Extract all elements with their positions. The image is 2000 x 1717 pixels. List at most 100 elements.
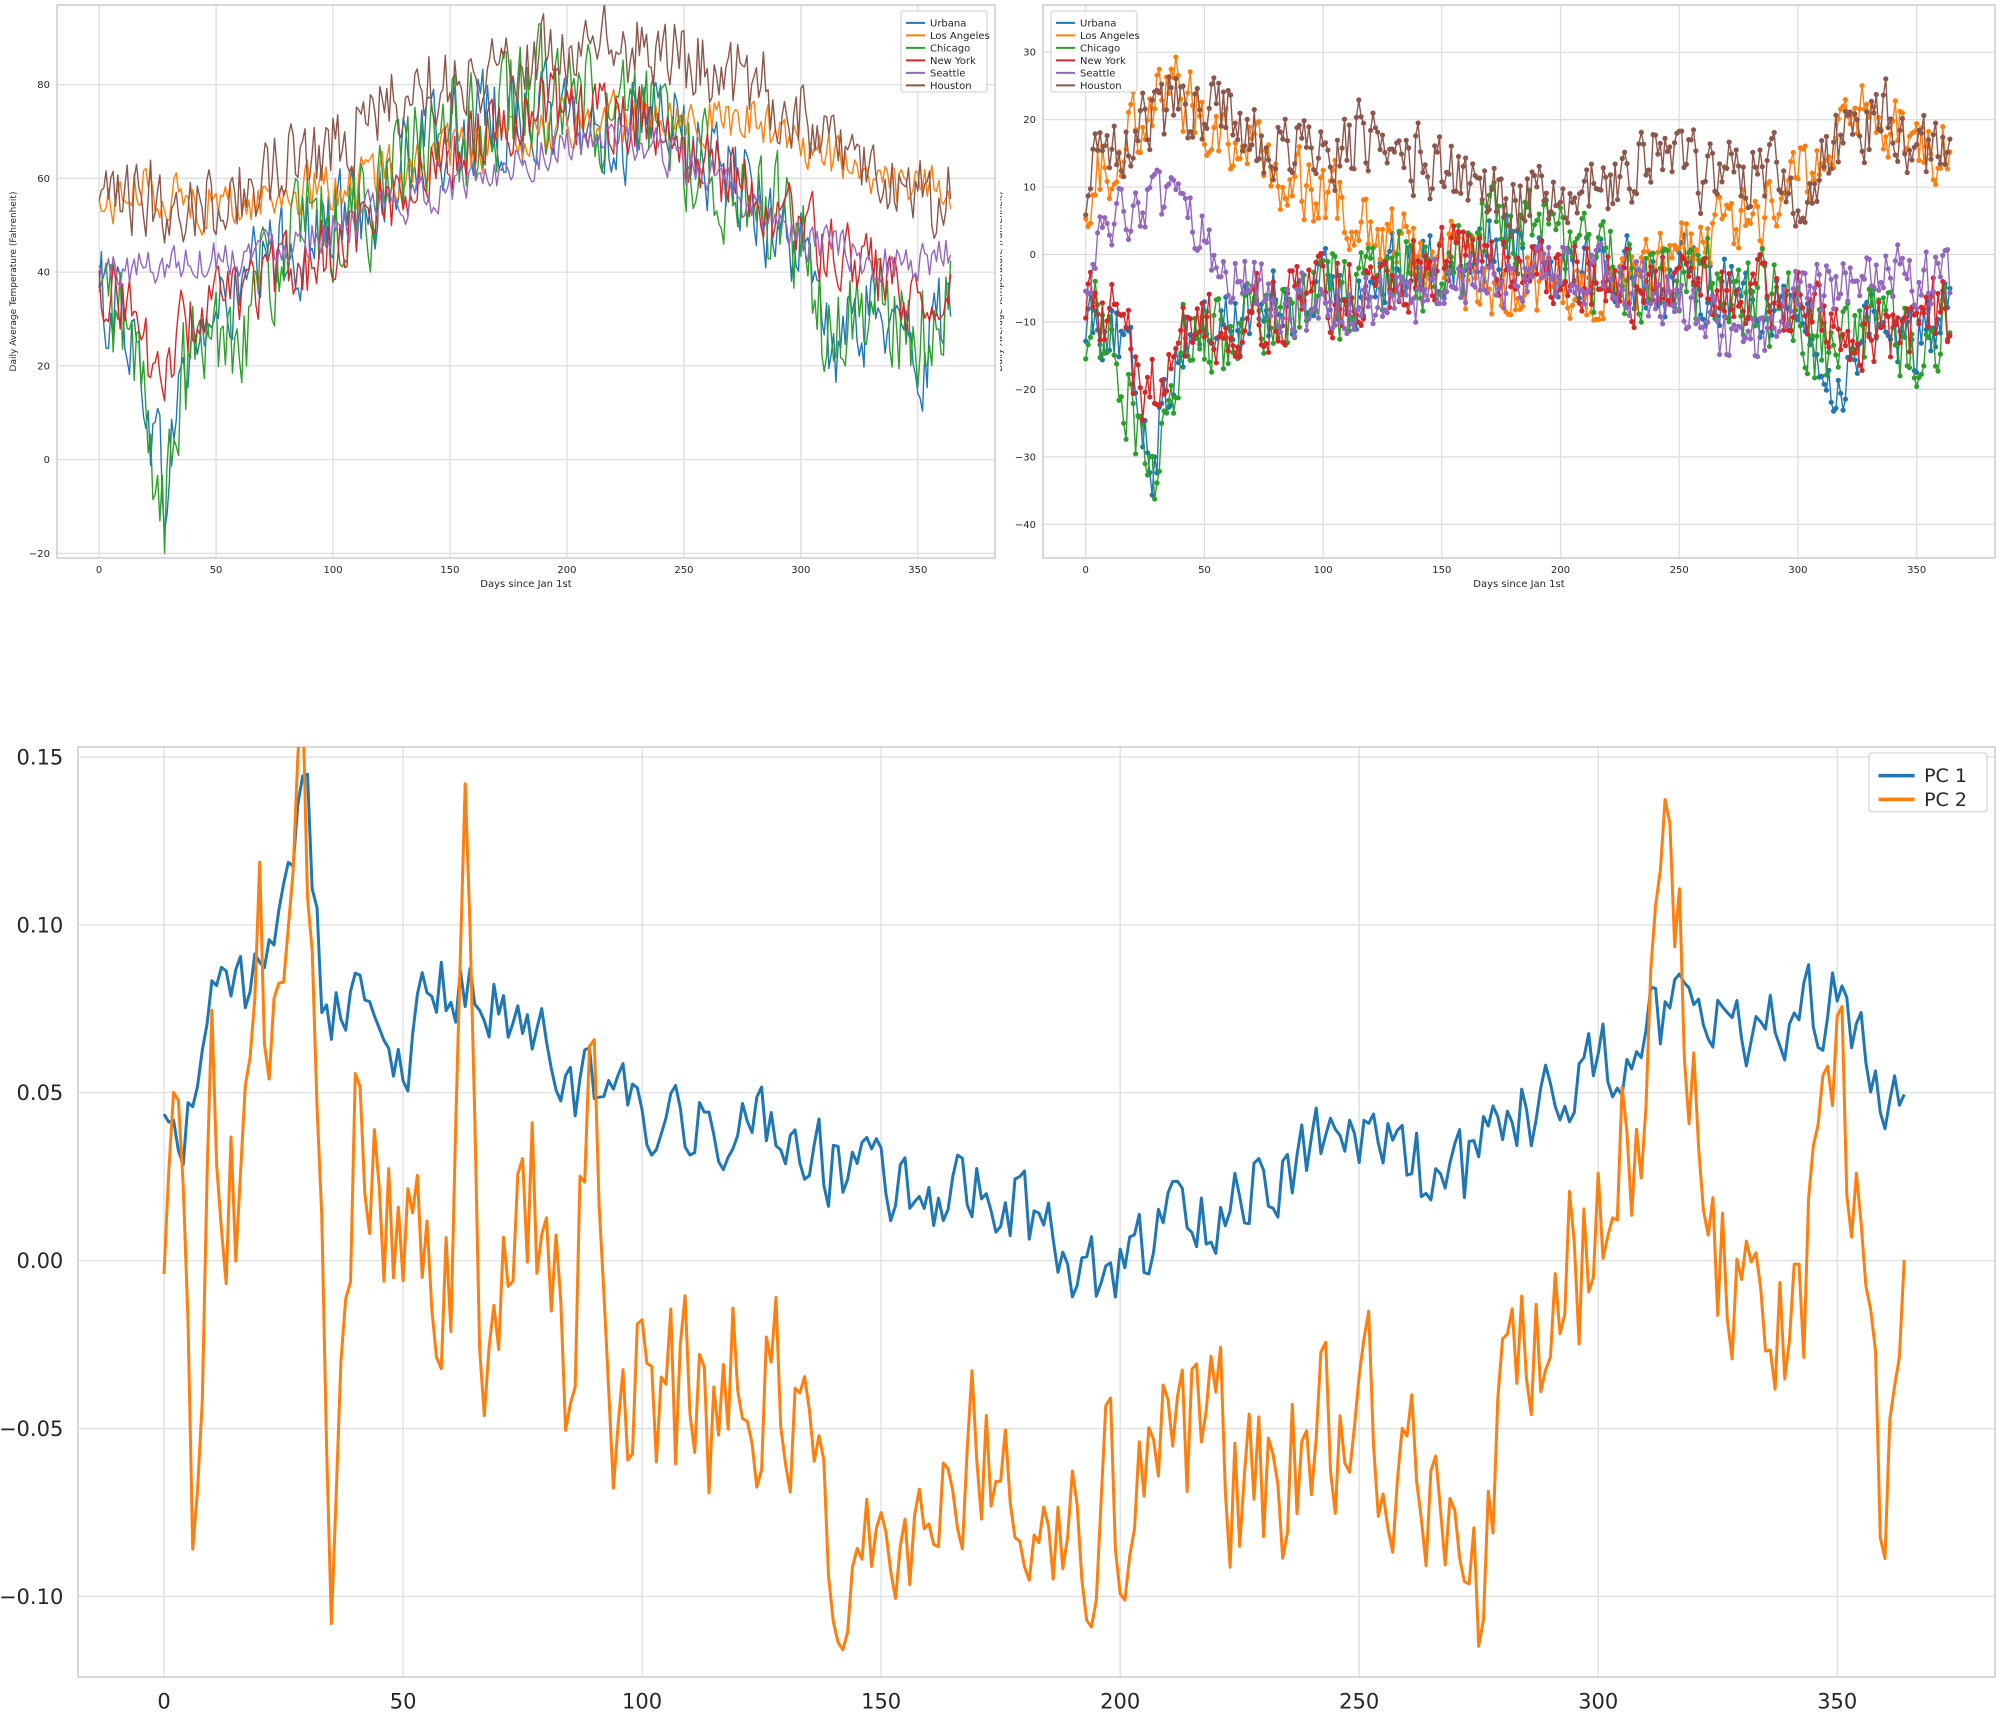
- series-point: [1755, 284, 1761, 291]
- series-point: [1356, 237, 1362, 244]
- series-point: [1401, 211, 1407, 217]
- x-tick-label: 100: [323, 565, 342, 576]
- series-point: [1406, 229, 1412, 235]
- series-point: [1681, 256, 1687, 262]
- series-point: [1591, 180, 1597, 187]
- series-point: [1584, 167, 1590, 173]
- series-point: [1717, 351, 1723, 358]
- series-point: [1190, 229, 1196, 235]
- series-point: [1166, 181, 1172, 187]
- series-point: [1785, 270, 1792, 276]
- series-point: [1662, 135, 1668, 141]
- series-point: [1686, 324, 1692, 330]
- series-point: [1439, 224, 1445, 230]
- series-point: [1111, 352, 1117, 358]
- series-point: [1206, 227, 1212, 233]
- series-point: [1536, 211, 1542, 217]
- series-point: [1679, 282, 1685, 288]
- series-point: [1671, 309, 1678, 315]
- series-point: [1351, 242, 1357, 248]
- series-point: [1674, 278, 1680, 284]
- series-point: [1940, 252, 1946, 258]
- series-point: [1759, 164, 1765, 170]
- series-point: [1785, 190, 1792, 197]
- series-point: [1721, 256, 1727, 262]
- series-point: [1574, 210, 1580, 216]
- series-point: [1097, 130, 1103, 136]
- series-point: [1135, 362, 1141, 368]
- series-point: [1899, 318, 1905, 324]
- series-point: [1087, 334, 1094, 340]
- series-point: [1743, 335, 1749, 341]
- series-point: [1370, 275, 1376, 281]
- series-point: [1816, 272, 1822, 278]
- principal-components-svg: 0 50 100 150 200 250 300 350 −0.10 −0.05 0.00 0.05 0…: [0, 745, 1996, 1714]
- series-point: [1501, 214, 1507, 220]
- series-point: [1190, 339, 1196, 345]
- series-point: [1510, 250, 1516, 256]
- series-point: [1660, 321, 1666, 327]
- series-point: [1133, 128, 1139, 135]
- series-point: [1171, 112, 1177, 118]
- series-point: [1118, 168, 1124, 174]
- series-point: [1220, 335, 1226, 341]
- series-point: [1517, 183, 1523, 189]
- series-point: [1171, 177, 1177, 183]
- series-point: [1114, 301, 1120, 307]
- series-point: [1299, 270, 1305, 276]
- series-point: [1935, 154, 1941, 160]
- series-point: [1206, 105, 1212, 111]
- series-point: [1607, 276, 1613, 282]
- series-point: [1220, 366, 1226, 372]
- y-tick-label: 30: [1023, 48, 1036, 59]
- series-point: [1548, 294, 1554, 300]
- series-point: [1337, 163, 1343, 169]
- series-line-pc-1: [162, 772, 1906, 1299]
- legend-box: [900, 10, 988, 93]
- series-point: [1890, 312, 1896, 318]
- series-point: [1180, 191, 1186, 197]
- series-point: [1303, 290, 1310, 296]
- series-point: [1743, 222, 1749, 229]
- series-point: [1515, 283, 1521, 290]
- series-point: [1581, 301, 1587, 307]
- series-point: [1750, 211, 1756, 217]
- series-point: [1700, 239, 1706, 245]
- series-point: [1738, 313, 1744, 319]
- series-point: [1213, 265, 1219, 271]
- series-point: [1595, 234, 1602, 241]
- series-point: [1209, 81, 1215, 87]
- series-point: [1448, 218, 1454, 224]
- series-point: [1292, 333, 1298, 340]
- series-point: [1289, 169, 1295, 176]
- series-point: [1296, 294, 1302, 300]
- series-point: [1864, 101, 1870, 108]
- series-point: [1156, 90, 1162, 96]
- legend-box: [1050, 10, 1138, 93]
- series-point: [1795, 176, 1801, 182]
- axes-frame: [1042, 4, 1996, 559]
- series-point: [1275, 124, 1281, 130]
- series-point: [1140, 90, 1146, 96]
- series-point: [1757, 252, 1763, 258]
- series-point: [1548, 209, 1554, 215]
- series-point: [1258, 133, 1264, 139]
- series-point: [1736, 267, 1742, 273]
- series-point: [1769, 314, 1775, 320]
- series-point: [1802, 270, 1808, 276]
- series-point: [1510, 181, 1516, 187]
- series-point: [1142, 389, 1148, 395]
- series-point: [1173, 75, 1179, 82]
- series-point: [1733, 327, 1739, 333]
- series-point: [1434, 149, 1440, 155]
- series-point: [1142, 461, 1148, 467]
- series-point: [1465, 233, 1471, 239]
- series-point: [1797, 219, 1803, 225]
- series-point: [1144, 450, 1151, 456]
- series-point: [1384, 268, 1390, 274]
- series-point: [1337, 336, 1343, 342]
- series-point: [1555, 220, 1561, 226]
- series-point: [1116, 354, 1122, 360]
- series-point: [1885, 125, 1891, 131]
- series-point: [1384, 160, 1390, 166]
